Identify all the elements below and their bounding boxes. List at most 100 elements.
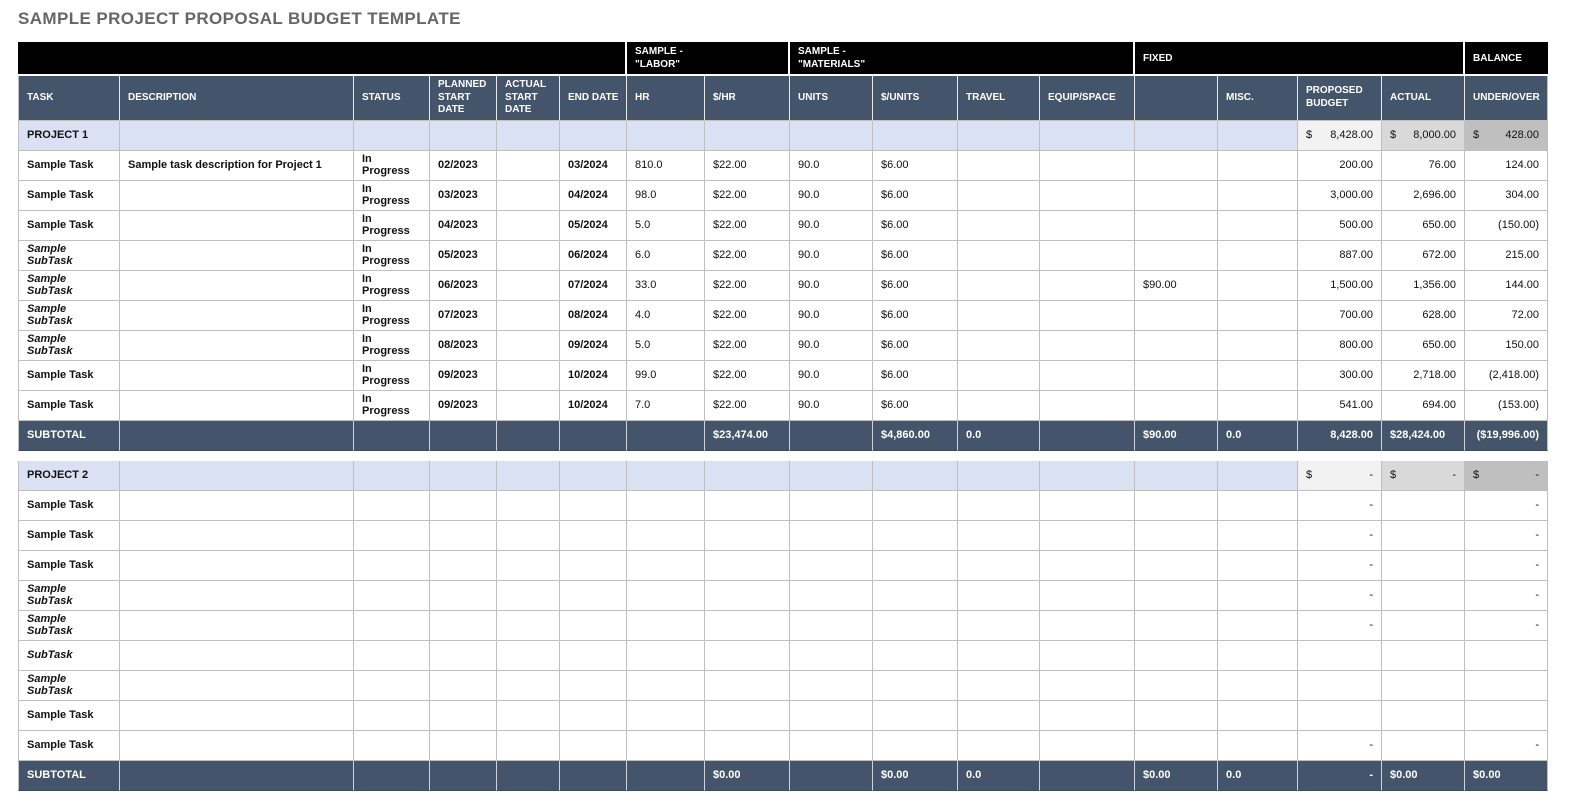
cell-equip-space[interactable] bbox=[1040, 420, 1136, 451]
cell-task[interactable]: Sample SubTask bbox=[18, 270, 120, 301]
cell-misc[interactable] bbox=[1218, 330, 1299, 361]
cell-under-over[interactable]: - bbox=[1465, 730, 1549, 761]
cell-status[interactable] bbox=[354, 490, 430, 521]
cell-hr-rate[interactable] bbox=[705, 490, 790, 521]
cell-under-over[interactable]: 150.00 bbox=[1465, 330, 1549, 361]
cell-actual[interactable]: 628.00 bbox=[1382, 300, 1466, 331]
cell-status[interactable] bbox=[354, 420, 430, 451]
column-header-actual[interactable]: ACTUAL bbox=[1382, 76, 1466, 121]
cell-actual[interactable] bbox=[1382, 730, 1466, 761]
cell-misc[interactable]: 0.0 bbox=[1218, 420, 1299, 451]
cell-actual[interactable] bbox=[1382, 640, 1466, 671]
cell-under-over[interactable]: $428.00 bbox=[1465, 120, 1549, 151]
cell-equip-space[interactable] bbox=[1040, 360, 1136, 391]
cell-actual-start-date[interactable] bbox=[497, 730, 560, 761]
cell-actual[interactable]: 2,696.00 bbox=[1382, 180, 1466, 211]
cell-hr[interactable] bbox=[627, 610, 705, 641]
cell-status[interactable] bbox=[354, 520, 430, 551]
cell-description[interactable] bbox=[120, 640, 354, 671]
cell-equip-space[interactable] bbox=[1040, 150, 1136, 181]
cell-actual[interactable] bbox=[1382, 700, 1466, 731]
cell-proposed-budget[interactable] bbox=[1298, 700, 1383, 731]
cell-travel[interactable] bbox=[958, 520, 1040, 551]
cell-hr[interactable]: 6.0 bbox=[627, 240, 705, 271]
cell-hr[interactable]: 4.0 bbox=[627, 300, 705, 331]
cell-units[interactable] bbox=[790, 550, 873, 581]
cell-planned-start-date[interactable] bbox=[430, 760, 497, 791]
cell-fixed[interactable] bbox=[1135, 360, 1219, 391]
cell-hr[interactable] bbox=[627, 580, 705, 611]
column-header-misc[interactable]: MISC. bbox=[1218, 76, 1299, 121]
cell-task[interactable]: Sample Task bbox=[18, 210, 120, 241]
cell-units[interactable]: 90.0 bbox=[790, 390, 873, 421]
cell-end-date[interactable]: 10/2024 bbox=[560, 390, 627, 421]
cell-hr-rate[interactable] bbox=[705, 550, 790, 581]
cell-fixed[interactable] bbox=[1135, 550, 1219, 581]
cell-status[interactable]: In Progress bbox=[354, 150, 430, 181]
cell-fixed[interactable] bbox=[1135, 150, 1219, 181]
cell-actual-start-date[interactable] bbox=[497, 180, 560, 211]
cell-task[interactable]: Sample Task bbox=[18, 550, 120, 581]
cell-planned-start-date[interactable] bbox=[430, 610, 497, 641]
cell-hr-rate[interactable]: $22.00 bbox=[705, 330, 790, 361]
cell-under-over[interactable]: $ - bbox=[1465, 460, 1549, 491]
cell-proposed-budget[interactable]: $8,428.00 bbox=[1298, 120, 1383, 151]
cell-end-date[interactable]: 06/2024 bbox=[560, 240, 627, 271]
cell-units[interactable] bbox=[790, 120, 873, 151]
cell-description[interactable] bbox=[120, 180, 354, 211]
cell-travel[interactable] bbox=[958, 490, 1040, 521]
cell-status[interactable]: In Progress bbox=[354, 240, 430, 271]
cell-hr[interactable]: 7.0 bbox=[627, 390, 705, 421]
cell-task[interactable]: Sample SubTask bbox=[18, 240, 120, 271]
cell-hr[interactable]: 98.0 bbox=[627, 180, 705, 211]
cell-units[interactable] bbox=[790, 520, 873, 551]
cell-unit-rate[interactable]: $4,860.00 bbox=[873, 420, 958, 451]
cell-hr[interactable]: 99.0 bbox=[627, 360, 705, 391]
cell-planned-start-date[interactable] bbox=[430, 490, 497, 521]
cell-hr-rate[interactable] bbox=[705, 730, 790, 761]
cell-status[interactable] bbox=[354, 460, 430, 491]
cell-units[interactable]: 90.0 bbox=[790, 270, 873, 301]
cell-task[interactable]: Sample Task bbox=[18, 180, 120, 211]
cell-equip-space[interactable] bbox=[1040, 640, 1136, 671]
cell-under-over[interactable]: (150.00) bbox=[1465, 210, 1549, 241]
cell-hr-rate[interactable]: $22.00 bbox=[705, 360, 790, 391]
cell-task[interactable]: Sample SubTask bbox=[18, 670, 120, 701]
cell-description[interactable] bbox=[120, 490, 354, 521]
cell-planned-start-date[interactable]: 06/2023 bbox=[430, 270, 497, 301]
cell-proposed-budget[interactable]: 700.00 bbox=[1298, 300, 1383, 331]
cell-under-over[interactable]: - bbox=[1465, 610, 1549, 641]
cell-equip-space[interactable] bbox=[1040, 210, 1136, 241]
cell-equip-space[interactable] bbox=[1040, 180, 1136, 211]
cell-travel[interactable] bbox=[958, 700, 1040, 731]
cell-end-date[interactable] bbox=[560, 550, 627, 581]
cell-description[interactable] bbox=[120, 120, 354, 151]
cell-status[interactable] bbox=[354, 700, 430, 731]
cell-fixed[interactable] bbox=[1135, 210, 1219, 241]
cell-planned-start-date[interactable] bbox=[430, 580, 497, 611]
cell-proposed-budget[interactable]: 300.00 bbox=[1298, 360, 1383, 391]
cell-end-date[interactable]: 03/2024 bbox=[560, 150, 627, 181]
cell-hr[interactable] bbox=[627, 490, 705, 521]
column-header-status[interactable]: STATUS bbox=[354, 76, 430, 121]
cell-under-over[interactable]: ($19,996.00) bbox=[1465, 420, 1549, 451]
cell-units[interactable] bbox=[790, 760, 873, 791]
cell-actual[interactable]: $28,424.00 bbox=[1382, 420, 1466, 451]
cell-units[interactable]: 90.0 bbox=[790, 210, 873, 241]
cell-hr-rate[interactable] bbox=[705, 520, 790, 551]
cell-description[interactable]: Sample task description for Project 1 bbox=[120, 150, 354, 181]
cell-planned-start-date[interactable] bbox=[430, 730, 497, 761]
cell-unit-rate[interactable]: $6.00 bbox=[873, 210, 958, 241]
cell-actual[interactable]: $8,000.00 bbox=[1382, 120, 1466, 151]
cell-misc[interactable] bbox=[1218, 210, 1299, 241]
cell-actual[interactable]: 672.00 bbox=[1382, 240, 1466, 271]
cell-planned-start-date[interactable] bbox=[430, 520, 497, 551]
cell-hr-rate[interactable]: $22.00 bbox=[705, 150, 790, 181]
cell-actual[interactable] bbox=[1382, 490, 1466, 521]
cell-misc[interactable] bbox=[1218, 730, 1299, 761]
cell-status[interactable]: In Progress bbox=[354, 180, 430, 211]
cell-travel[interactable] bbox=[958, 460, 1040, 491]
cell-status[interactable] bbox=[354, 640, 430, 671]
cell-under-over[interactable]: 215.00 bbox=[1465, 240, 1549, 271]
cell-planned-start-date[interactable]: 08/2023 bbox=[430, 330, 497, 361]
